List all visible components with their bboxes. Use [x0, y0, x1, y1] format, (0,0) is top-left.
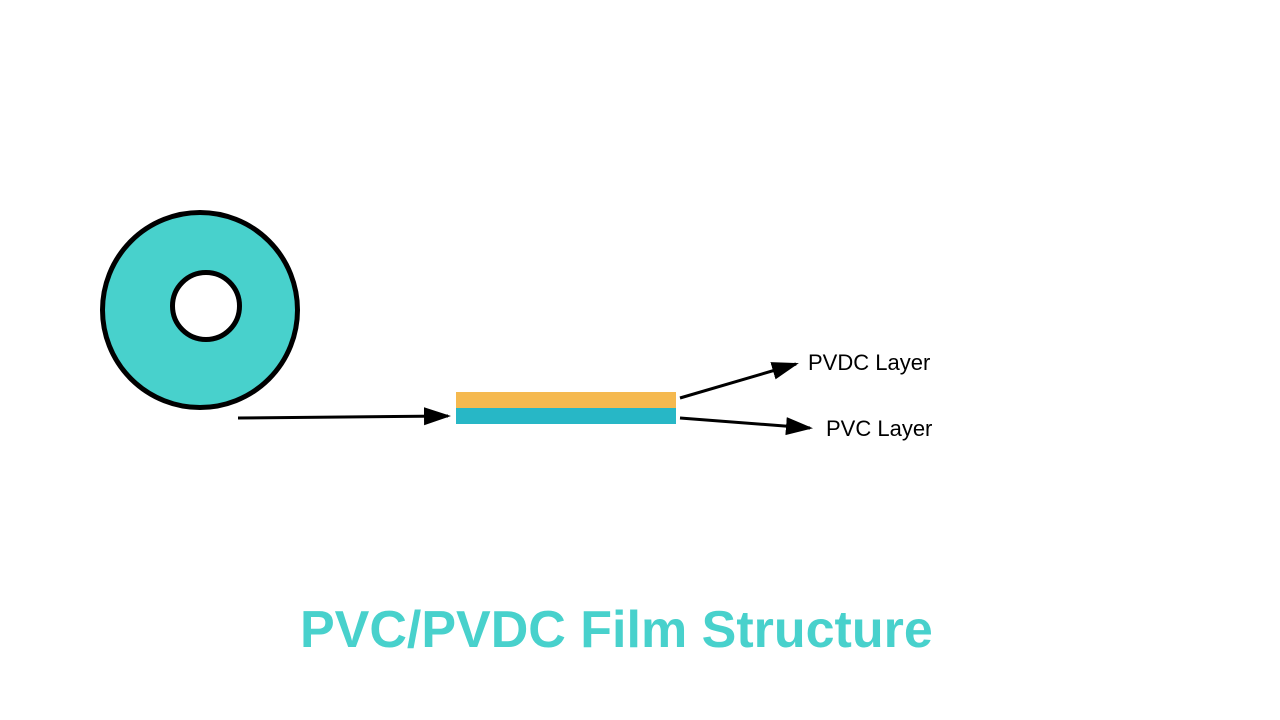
diagram-title: PVC/PVDC Film Structure: [300, 600, 933, 660]
pvc-layer-label: PVC Layer: [826, 416, 932, 442]
arrow-to-pvc-label: [680, 418, 810, 428]
diagram-canvas: PVDC Layer PVC Layer PVC/PVDC Film Struc…: [0, 0, 1280, 720]
pvdc-layer-label: PVDC Layer: [808, 350, 930, 376]
arrow-roll-to-strip: [238, 416, 448, 418]
arrow-to-pvdc-label: [680, 364, 796, 398]
pvdc-layer-strip: [456, 392, 676, 408]
pvc-layer-strip: [456, 408, 676, 424]
film-roll-inner: [170, 270, 242, 342]
